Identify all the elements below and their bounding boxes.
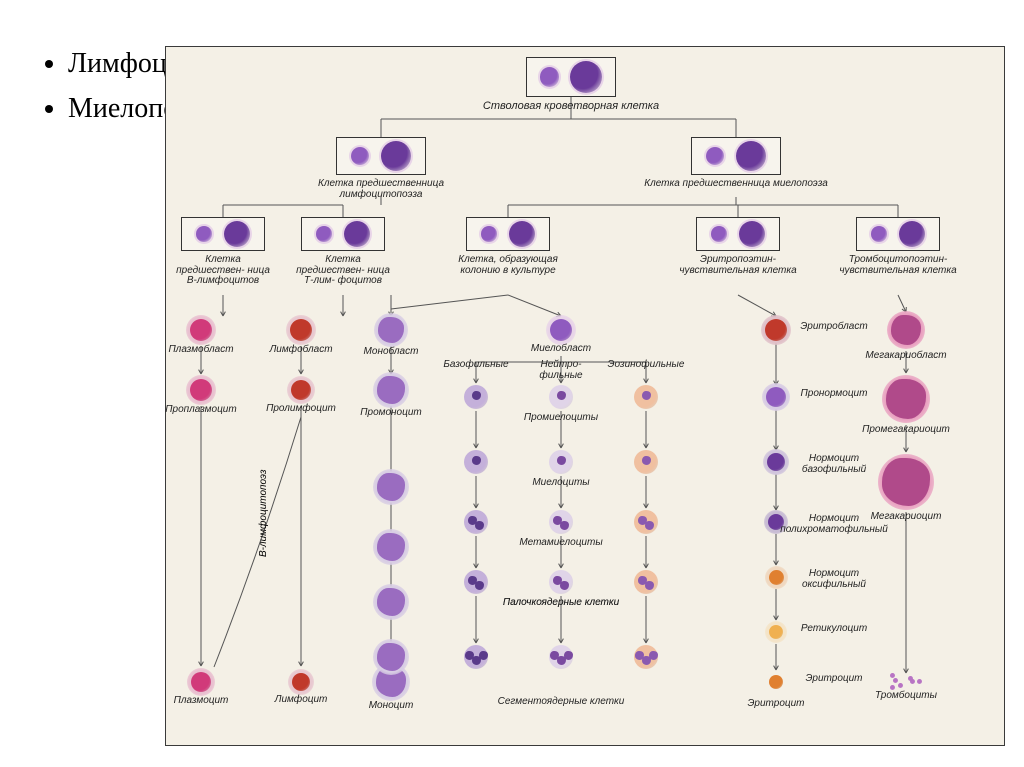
diagram-label: Клетка предшественница миелопоэза bbox=[636, 179, 836, 190]
diagram-label: Эритроцит bbox=[736, 699, 816, 710]
diagram-label: Пронормоцит bbox=[779, 389, 889, 400]
diagram-label: Базофильные bbox=[436, 360, 516, 371]
progenitor-box bbox=[336, 137, 426, 175]
cell-icon bbox=[468, 452, 485, 469]
diagram-label: Клетка, образующая колонию в культуре bbox=[443, 255, 573, 276]
diagram-label: Эритропоэтин- чувствительная клетка bbox=[678, 255, 798, 276]
diagram-label: Тромбоциты bbox=[851, 691, 961, 702]
diagram-label: Метамиелоциты bbox=[491, 538, 631, 549]
progenitor-box bbox=[696, 217, 780, 251]
diagram-label: Проплазмоцит bbox=[156, 405, 246, 416]
diagram-label: Плазмобласт bbox=[156, 345, 246, 356]
cell-icon bbox=[471, 517, 488, 534]
cell-icon bbox=[553, 452, 570, 469]
nodes-layer: Стволовая кроветворная клетка Клетка пред… bbox=[166, 47, 1004, 745]
diagram-label: Моноцит bbox=[346, 701, 436, 712]
progenitor-box bbox=[181, 217, 265, 251]
cell-icon bbox=[645, 647, 662, 664]
cell-icon bbox=[560, 647, 577, 664]
progenitor-box bbox=[526, 57, 616, 97]
diagram-label: Мегакариобласт bbox=[851, 351, 961, 362]
cell-icon bbox=[186, 375, 216, 405]
cell-icon bbox=[288, 669, 314, 695]
diagram-label: Промиелоциты bbox=[491, 413, 631, 424]
cell-icon bbox=[286, 315, 316, 345]
diagram-label: Нормоцит оксифильный bbox=[779, 569, 889, 590]
diagram-label: Тромбоцитопоэтин- чувствительная клетка bbox=[833, 255, 963, 276]
diagram-label: Клетка предшествен- ница Т-лим- фоцитов bbox=[293, 255, 393, 287]
cell-icon bbox=[641, 577, 658, 594]
cell-icon bbox=[468, 387, 485, 404]
progenitor-box bbox=[691, 137, 781, 175]
progenitor-box bbox=[856, 217, 940, 251]
diagram-label: Плазмоцит bbox=[156, 696, 246, 707]
cell-icon bbox=[287, 376, 315, 404]
diagram-label: Мегакариоцит bbox=[851, 512, 961, 523]
cell-icon bbox=[556, 517, 573, 534]
diagram-label: Миелобласт bbox=[516, 344, 606, 355]
cell-icon bbox=[882, 375, 930, 423]
cell-icon bbox=[638, 387, 655, 404]
diagram-label: Эозинофильные bbox=[606, 360, 686, 371]
cell-icon bbox=[641, 517, 658, 534]
diagram-label: Промегакариоцит bbox=[851, 425, 961, 436]
cell-icon bbox=[878, 454, 934, 510]
progenitor-box bbox=[301, 217, 385, 251]
cell-icon bbox=[186, 315, 216, 345]
diagram-label: Миелоциты bbox=[491, 478, 631, 489]
side-label: В-лимфоцитопоэз bbox=[258, 469, 269, 557]
diagram-label: Лимфобласт bbox=[256, 345, 346, 356]
diagram-label: Эритробласт bbox=[779, 322, 889, 333]
diagram-label: Палочкоядерные клетки bbox=[476, 598, 646, 609]
diagram-label: Лимфоцит bbox=[256, 695, 346, 706]
diagram-label: Стволовая кроветворная клетка bbox=[471, 101, 671, 113]
cell-icon bbox=[546, 315, 576, 345]
hematopoiesis-diagram: Стволовая кроветворная клетка Клетка пред… bbox=[165, 46, 1005, 746]
diagram-label: Ретикулоцит bbox=[779, 624, 889, 635]
diagram-label: Клетка предшественница лимфоцитопоэза bbox=[281, 179, 481, 200]
cell-icon bbox=[887, 311, 925, 349]
cell-icon bbox=[553, 387, 570, 404]
progenitor-box bbox=[466, 217, 550, 251]
cell-icon bbox=[373, 639, 409, 675]
diagram-label: Нейтро- фильные bbox=[521, 360, 601, 381]
cell-icon bbox=[638, 452, 655, 469]
diagram-label: Клетка предшествен- ница В-лимфоцитов bbox=[173, 255, 273, 287]
diagram-label: Монобласт bbox=[346, 347, 436, 358]
cell-icon bbox=[475, 647, 492, 664]
diagram-label: Пролимфоцит bbox=[256, 404, 346, 415]
cell-icon bbox=[374, 313, 408, 347]
cell-icon bbox=[373, 584, 409, 620]
cell-icon bbox=[471, 577, 488, 594]
diagram-label: Сегментоядерные клетки bbox=[471, 697, 651, 708]
diagram-label: Нормоцит базофильный bbox=[779, 454, 889, 475]
cell-icon bbox=[373, 469, 409, 505]
cell-icon bbox=[187, 668, 215, 696]
cell-icon bbox=[556, 577, 573, 594]
cell-icon bbox=[373, 372, 409, 408]
diagram-label: Промоноцит bbox=[346, 408, 436, 419]
diagram-label: Эритроцит bbox=[779, 674, 889, 685]
cell-icon bbox=[373, 529, 409, 565]
